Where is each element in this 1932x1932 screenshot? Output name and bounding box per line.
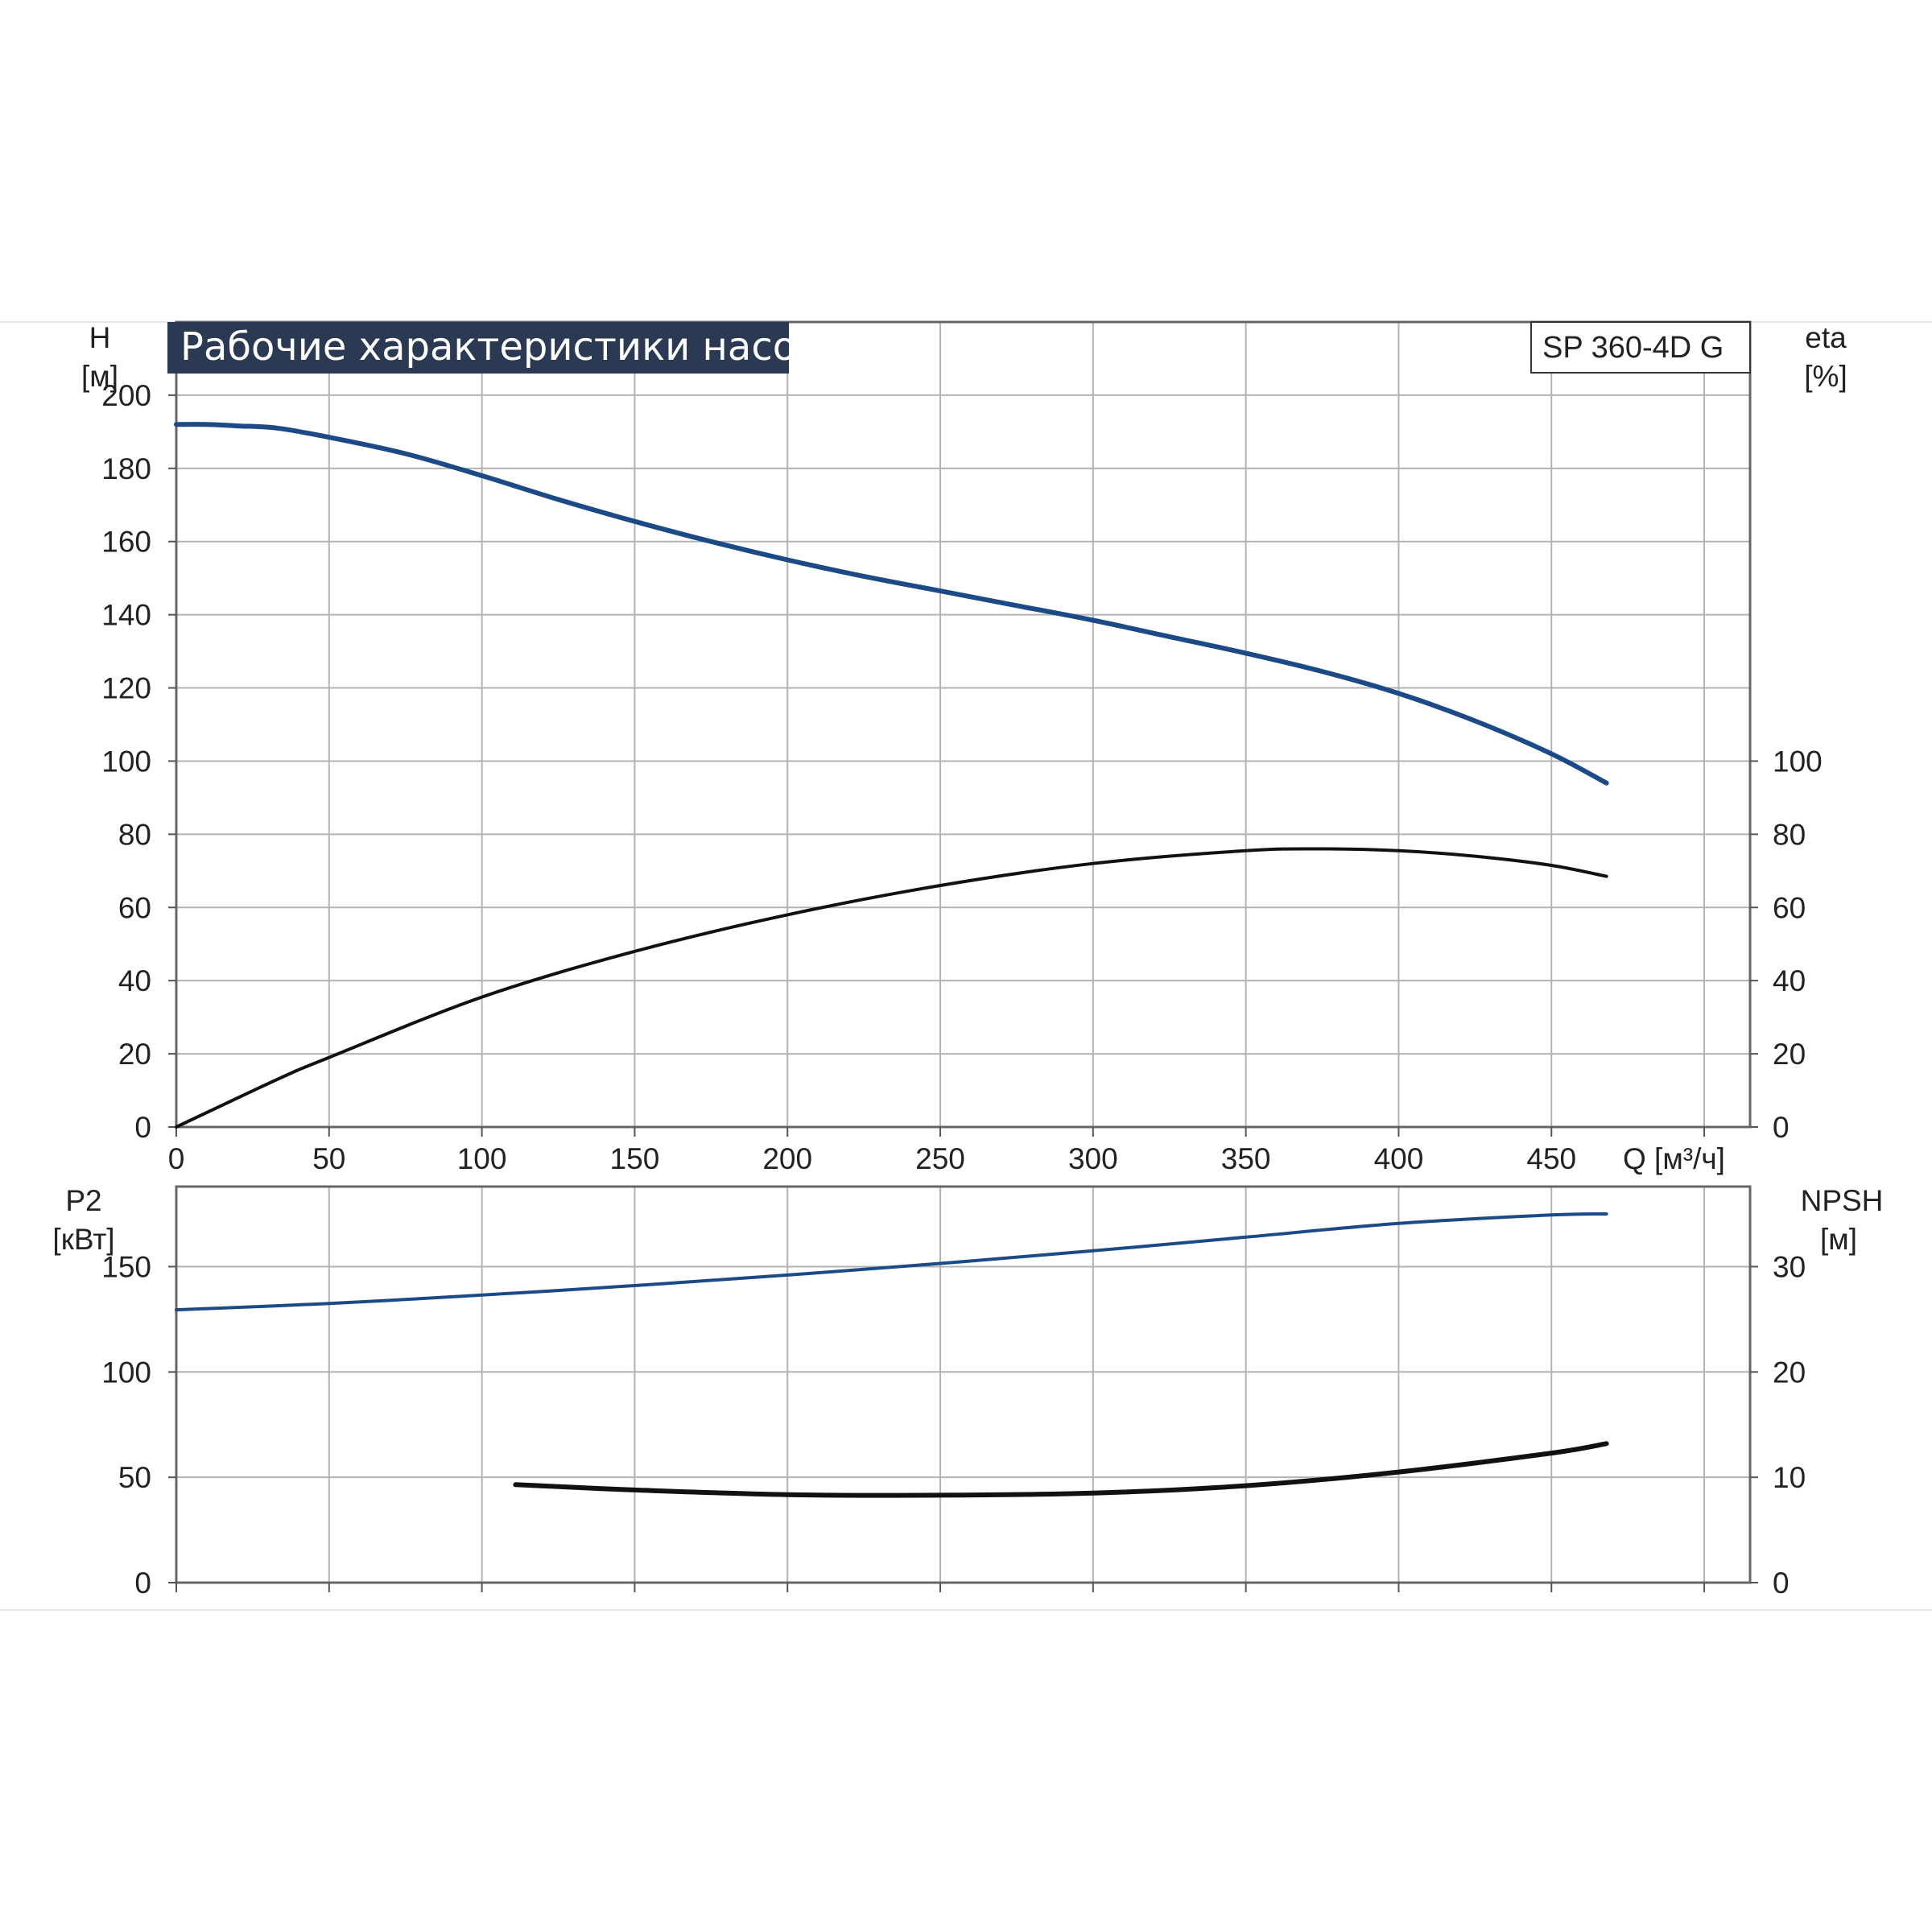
eta-axis-label: eta: [1805, 321, 1847, 354]
h-tick-label: 20: [118, 1038, 151, 1071]
x-tick-label: 250: [915, 1142, 965, 1175]
npsh-axis-unit: [м]: [1820, 1223, 1857, 1256]
p2-tick-label: 0: [134, 1567, 151, 1600]
eta-axis-unit: [%]: [1804, 360, 1847, 393]
h-tick-label: 0: [134, 1111, 151, 1144]
bottom-panel-tick-labels: 0 50 100 150 0 10 20 30: [101, 1250, 1806, 1600]
h-tick-label: 200: [101, 379, 151, 412]
h-axis-label: H: [89, 321, 111, 354]
npsh-tick-label: 30: [1773, 1250, 1806, 1283]
p2-tick-label: 100: [101, 1356, 151, 1389]
eta-tick-label: 100: [1773, 745, 1823, 778]
p2-tick-label: 150: [101, 1250, 151, 1283]
x-tick-label: 100: [457, 1142, 507, 1175]
model-label: SP 360-4D G: [1542, 331, 1724, 365]
top-panel-tick-labels: 0 50 100 150 200 250 300 350 400 4500204060801001…: [101, 379, 1822, 1175]
x-tick-label: 450: [1526, 1142, 1576, 1175]
x-tick-label: 50: [312, 1142, 345, 1175]
h-tick-label: 40: [118, 964, 151, 997]
npsh-axis-label: NPSH: [1801, 1184, 1884, 1217]
x-tick-label: 400: [1374, 1142, 1424, 1175]
h-axis-unit: [м]: [81, 360, 118, 393]
h-tick-label: 140: [101, 599, 151, 632]
eta-tick-label: 60: [1773, 891, 1806, 924]
x-tick-label: 150: [610, 1142, 660, 1175]
x-tick-label: 300: [1068, 1142, 1118, 1175]
npsh-tick-label: 10: [1773, 1461, 1806, 1494]
h-tick-label: 160: [101, 526, 151, 559]
chart-title: Рабочие характеристики насоса: [180, 324, 841, 369]
efficiency-curve: [175, 847, 1608, 1129]
eta-tick-label: 20: [1773, 1038, 1806, 1071]
eta-tick-label: 80: [1773, 818, 1806, 851]
h-tick-label: 80: [118, 818, 151, 851]
npsh-curve: [513, 1441, 1609, 1498]
head-curve: [174, 422, 1609, 786]
bottom-panel-curves: [175, 1212, 1609, 1498]
h-tick-label: 120: [101, 672, 151, 705]
top-panel-frame: [175, 320, 1752, 1129]
model-box: [1530, 321, 1751, 374]
eta-tick-label: 0: [1773, 1111, 1790, 1144]
h-tick-label: 100: [101, 745, 151, 778]
bottom-panel-frame: [175, 1185, 1752, 1584]
p2-axis-label: P2: [65, 1184, 101, 1217]
power-curve: [175, 1212, 1608, 1312]
x-tick-label: 200: [762, 1142, 812, 1175]
top-panel-curves: [174, 422, 1609, 1129]
h-tick-label: 180: [101, 452, 151, 485]
npsh-tick-label: 20: [1773, 1356, 1806, 1389]
top-panel-grid: [176, 321, 1750, 1127]
h-tick-label: 60: [118, 891, 151, 924]
eta-tick-label: 40: [1773, 964, 1806, 997]
x-tick-label: 0: [168, 1142, 185, 1175]
p2-axis-unit: [кВт]: [52, 1223, 114, 1256]
x-tick-label: 350: [1221, 1142, 1271, 1175]
q-axis-label: Q [м³/ч]: [1623, 1142, 1725, 1175]
bottom-panel-grid: [176, 1187, 1750, 1583]
npsh-tick-label: 0: [1773, 1567, 1790, 1600]
title-box: [167, 322, 789, 374]
p2-tick-label: 50: [118, 1461, 151, 1494]
